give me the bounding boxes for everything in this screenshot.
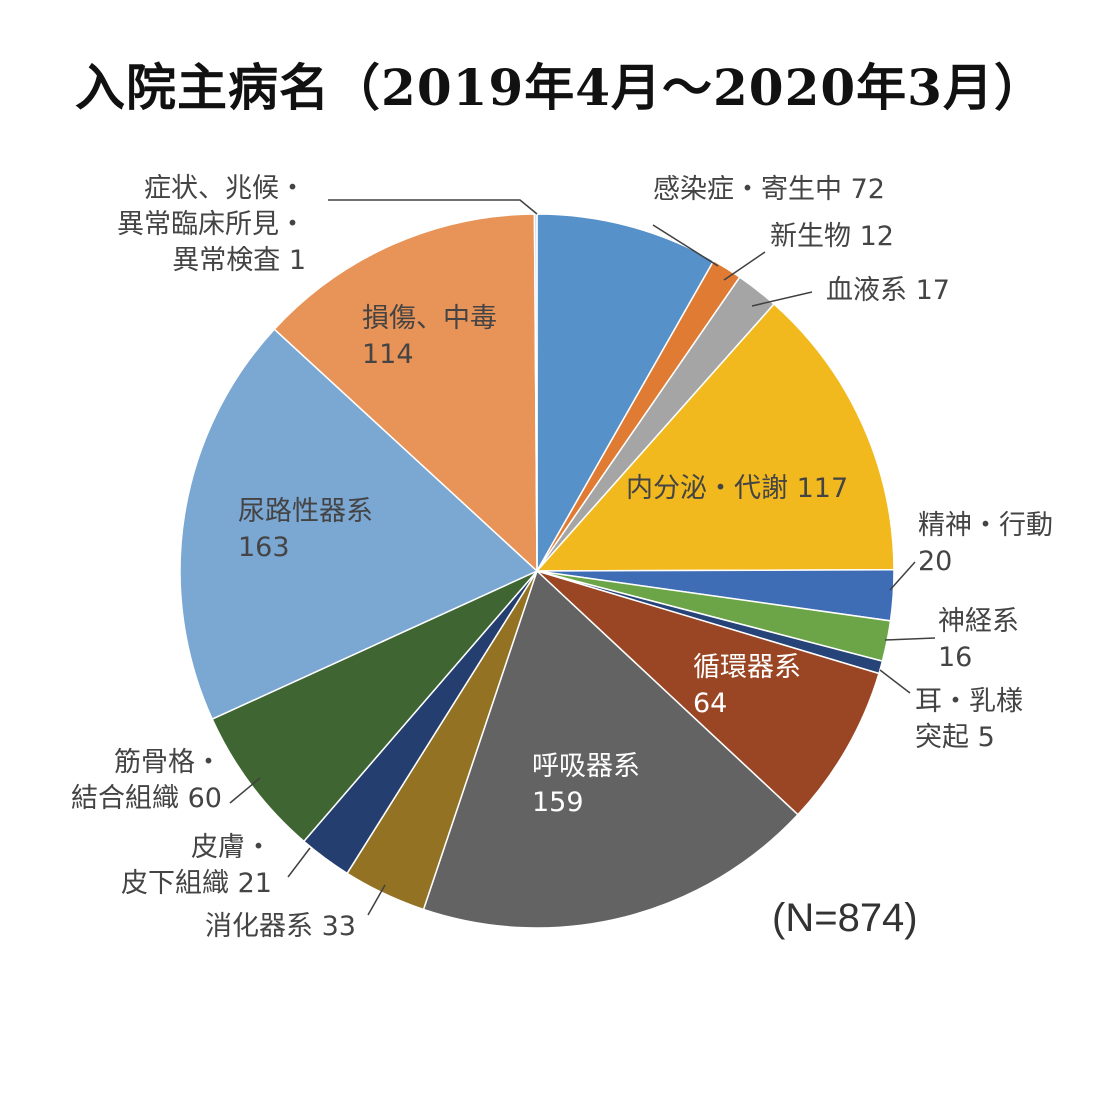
slice-label: 循環器系 64 xyxy=(693,652,801,719)
leader-line xyxy=(287,847,311,878)
leader-line xyxy=(652,224,719,267)
slice-label: 精神・行動 20 xyxy=(918,510,1053,577)
pie-slice xyxy=(179,328,539,721)
pie-slice xyxy=(273,213,538,573)
slice-label: 感染症・寄生中 72 xyxy=(653,174,885,205)
slice-label: 消化器系 33 xyxy=(205,911,356,942)
slice-label: 筋骨格・結合組織 60 xyxy=(71,747,222,814)
slice-label: 尿路性器系 163 xyxy=(238,496,373,563)
leader-line xyxy=(879,669,911,694)
leader-line xyxy=(751,291,813,307)
slice-label: 内分泌・代謝 117 xyxy=(626,473,848,504)
slice-label: 損傷、中毒 114 xyxy=(362,303,497,370)
leader-line xyxy=(884,637,936,641)
pie-slices xyxy=(179,213,895,929)
leader-line xyxy=(328,199,538,215)
slice-label: 呼吸器系 159 xyxy=(532,751,640,818)
slice-label: 皮膚・皮下組織 21 xyxy=(121,832,272,899)
leader-line xyxy=(723,251,766,281)
chart-title: 入院主病名（2019年4月～2020年3月） xyxy=(75,58,1045,117)
slice-labels: 感染症・寄生中 72 新生物 12 血液系 17 内分泌・代謝 117 精神・行動 20 神… xyxy=(71,173,1053,942)
leader-line xyxy=(889,561,916,591)
leader-line xyxy=(229,777,261,804)
pie-slice xyxy=(536,213,715,574)
leader-lines xyxy=(229,199,936,916)
slice-label: 耳・乳様突起 5 xyxy=(915,686,1023,753)
pie-slice xyxy=(422,569,799,929)
slice-label: 新生物 12 xyxy=(770,221,894,252)
sample-size-note: (N=874) xyxy=(772,896,918,940)
slice-label: 血液系 17 xyxy=(826,275,950,306)
leader-line xyxy=(367,884,386,916)
pie-slice xyxy=(536,570,880,816)
pie-slice xyxy=(535,302,895,572)
slice-label: 症状、兆候・異常臨床所見・異常検査 1 xyxy=(117,173,306,276)
slice-label: 神経系 16 xyxy=(938,606,1019,673)
